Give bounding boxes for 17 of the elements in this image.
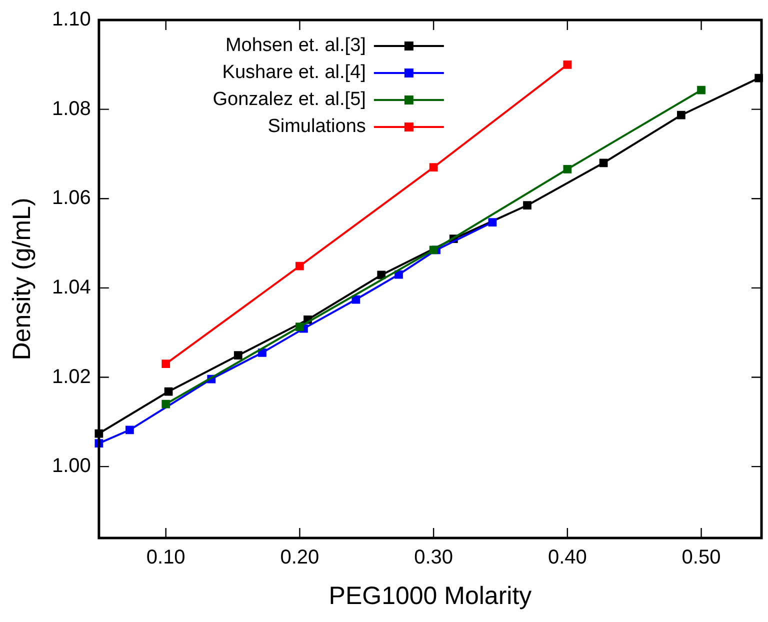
y-tick-label: 1.02 bbox=[52, 366, 91, 388]
x-tick-label: 0.30 bbox=[414, 546, 454, 569]
y-tick-label: 1.00 bbox=[52, 455, 91, 478]
legend-label: Simulations bbox=[268, 116, 366, 138]
x-tick-label: 0.50 bbox=[682, 546, 721, 569]
y-tick-label: 1.04 bbox=[52, 276, 91, 298]
legend-label: Mohsen et. al.[3] bbox=[225, 35, 366, 56]
y-axis-title: Density (g/mL) bbox=[8, 198, 36, 360]
y-tick-label: 1.06 bbox=[52, 187, 91, 210]
x-axis-title: PEG1000 Molarity bbox=[328, 582, 532, 610]
x-tick-label: 0.10 bbox=[146, 546, 186, 569]
legend-label: Kushare et. al.[4] bbox=[222, 62, 366, 84]
legend-label: Gonzalez et. al.[5] bbox=[212, 89, 366, 110]
y-tick-label: 1.10 bbox=[52, 8, 91, 31]
x-tick-label: 0.20 bbox=[280, 546, 320, 569]
y-tick-label: 1.08 bbox=[52, 98, 91, 120]
x-tick-label: 0.40 bbox=[548, 546, 587, 569]
